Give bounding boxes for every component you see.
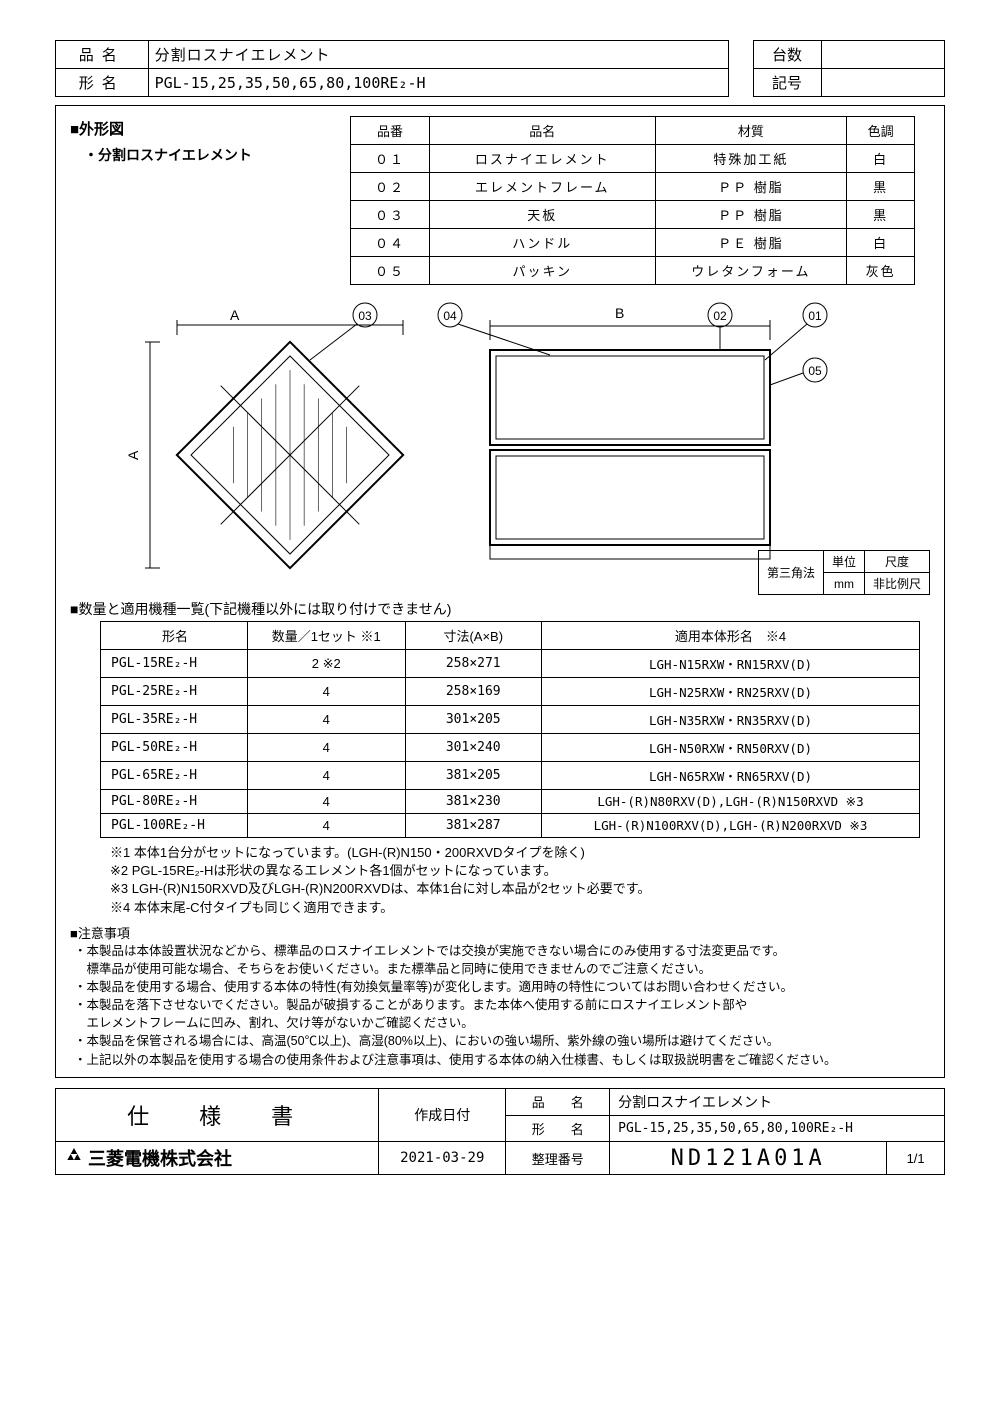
tb-product: 分割ロスナイエレメント (610, 1088, 945, 1115)
model-row: PGL-15RE₂-H2 ※2258×271LGH-N15RXW・RN15RXV… (101, 650, 920, 678)
parts-h3: 材質 (655, 117, 847, 145)
svg-text:03: 03 (358, 309, 372, 323)
footnotes: ※1 本体1台分がセットになっています。(LGH-(R)N150・200RXVD… (110, 844, 930, 917)
unit: mm (823, 573, 864, 595)
outline-title: ■外形図 (70, 118, 350, 139)
header-table: 品名 分割ロスナイエレメント 台数 形名 PGL-15,25,35,50,65,… (55, 40, 945, 97)
scale-box: 第三角法 単位 尺度 mm 非比例尺 (758, 550, 930, 595)
qty-value (821, 41, 945, 69)
diagram-area: A A 03 04 (70, 295, 930, 595)
company: 三菱電機株式会社 (56, 1141, 379, 1175)
mn-label: 形 名 (506, 1115, 610, 1141)
title-block: 仕 様 書 作成日付 品 名 分割ロスナイエレメント 形 名 PGL-15,25… (55, 1088, 945, 1176)
subtitle: ・分割ロスナイエレメント (84, 145, 350, 165)
page: 1/1 (887, 1141, 945, 1175)
sym-label: 記号 (753, 69, 821, 97)
model-label: 形名 (56, 69, 149, 97)
qty-label: 台数 (753, 41, 821, 69)
content-frame: ■外形図 ・分割ロスナイエレメント 品番 品名 材質 色調 ０１ロスナイエレメン… (55, 105, 945, 1078)
mh2: 数量／1セット ※1 (248, 622, 406, 650)
svg-text:A: A (230, 307, 240, 323)
sym-value (821, 69, 945, 97)
unit-label: 単位 (823, 551, 864, 573)
pn-label: 品 名 (506, 1088, 610, 1115)
parts-row: ０１ロスナイエレメント特殊加工紙白 (351, 145, 915, 173)
date-label: 作成日付 (379, 1088, 506, 1141)
model-row: PGL-35RE₂-H4301×205LGH-N35RXW・RN35RXV(D) (101, 706, 920, 734)
model-row: PGL-65RE₂-H4381×205LGH-N65RXW・RN65RXV(D) (101, 762, 920, 790)
tb-model: PGL-15,25,35,50,65,80,100RE₂-H (610, 1115, 945, 1141)
docno: ND121A01A (671, 1146, 826, 1171)
svg-text:04: 04 (443, 309, 457, 323)
parts-row: ０４ハンドルＰＥ 樹脂白 (351, 229, 915, 257)
product-name: 分割ロスナイエレメント (148, 41, 728, 69)
cautions: ・本製品は本体設置状況などから、標準品のロスナイエレメントでは交換が実施できない… (74, 942, 930, 1069)
spec-title: 仕 様 書 (127, 1104, 307, 1129)
svg-text:01: 01 (808, 309, 822, 323)
model-row: PGL-100RE₂-H4381×287LGH-(R)N100RXV(D),LG… (101, 814, 920, 838)
svg-text:B: B (615, 305, 624, 321)
models-table: 形名 数量／1セット ※1 寸法(A×B) 適用本体形名 ※4 PGL-15RE… (100, 621, 920, 838)
parts-row: ０２エレメントフレームＰＰ 樹脂黒 (351, 173, 915, 201)
svg-text:02: 02 (713, 309, 727, 323)
parts-row: ０５パッキンウレタンフォーム灰色 (351, 257, 915, 285)
scale: 非比例尺 (864, 573, 929, 595)
docno-label: 整理番号 (506, 1141, 610, 1175)
parts-h2: 品名 (429, 117, 655, 145)
model-row: PGL-80RE₂-H4381×230LGH-(R)N80RXV(D),LGH-… (101, 790, 920, 814)
parts-row: ０３天板ＰＰ 樹脂黒 (351, 201, 915, 229)
model-row: PGL-50RE₂-H4301×240LGH-N50RXW・RN50RXV(D) (101, 734, 920, 762)
list-title: ■数量と適用機種一覧(下記機種以外には取り付けできません) (70, 599, 930, 619)
mh3: 寸法(A×B) (405, 622, 542, 650)
svg-text:A: A (125, 450, 141, 460)
parts-h1: 品番 (351, 117, 430, 145)
parts-h4: 色調 (847, 117, 915, 145)
mh1: 形名 (101, 622, 248, 650)
model-name: PGL-15,25,35,50,65,80,100RE₂-H (148, 69, 728, 97)
product-label: 品名 (56, 41, 149, 69)
mitsubishi-logo-icon (64, 1148, 84, 1171)
caution-title: ■注意事項 (70, 923, 930, 942)
scale-label: 尺度 (864, 551, 929, 573)
mh4: 適用本体形名 ※4 (542, 622, 920, 650)
parts-table: 品番 品名 材質 色調 ０１ロスナイエレメント特殊加工紙白０２エレメントフレーム… (350, 116, 915, 285)
svg-text:05: 05 (808, 364, 822, 378)
date: 2021-03-29 (379, 1141, 506, 1175)
model-row: PGL-25RE₂-H4258×169LGH-N25RXW・RN25RXV(D) (101, 678, 920, 706)
projection-method: 第三角法 (758, 551, 823, 595)
